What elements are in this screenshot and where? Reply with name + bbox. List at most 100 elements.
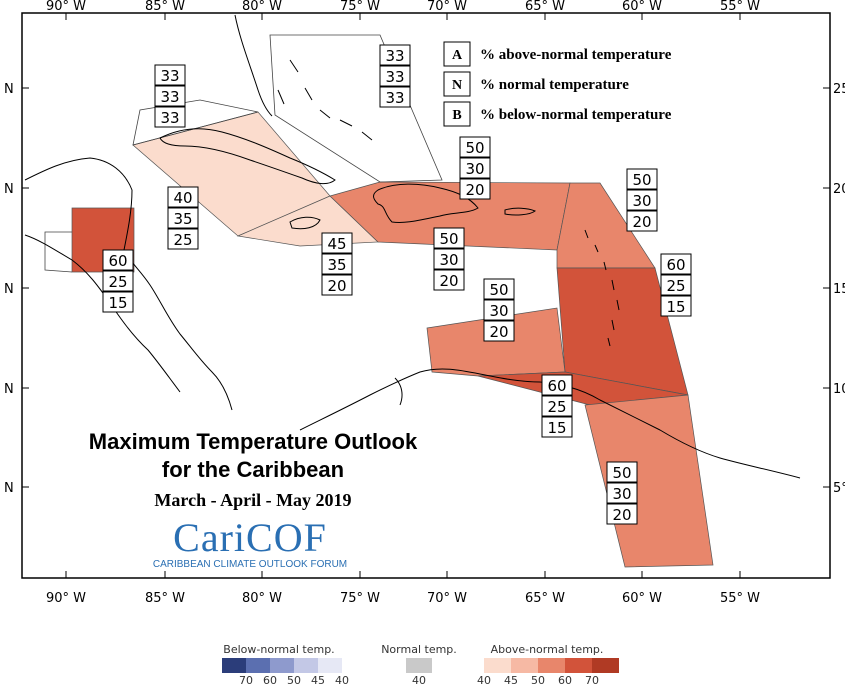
- lon-label: 65° W: [525, 591, 565, 606]
- prob-above: 50: [439, 230, 458, 248]
- prob-stack-bahamas: 33 33 33: [379, 44, 411, 108]
- lon-label: 80° W: [242, 0, 282, 14]
- key-box-n: [443, 71, 471, 97]
- scale-above-title: Above-normal temp.: [491, 643, 604, 656]
- prob-stack-abc: 50 30 20: [483, 278, 515, 342]
- lon-label: 60° W: [622, 0, 662, 14]
- prob-normal: 33: [160, 88, 179, 106]
- scale-tick: 45: [504, 674, 518, 684]
- prob-above: 60: [108, 252, 127, 270]
- prob-below: 15: [666, 298, 685, 316]
- lon-label: 90° W: [46, 0, 86, 14]
- lon-label: 65° W: [525, 0, 565, 14]
- cuba-coast: [159, 128, 336, 185]
- puerto-rico-coast: [504, 207, 536, 216]
- prob-below: 20: [465, 181, 484, 199]
- lon-labels-bottom: 90° W 85° W 80° W 75° W 70° W 65° W 60° …: [46, 591, 760, 606]
- lon-label: 70° W: [427, 591, 467, 606]
- lat-label-left: N: [4, 82, 14, 97]
- lon-label: 75° W: [340, 0, 380, 14]
- lon-label: 75° W: [340, 591, 380, 606]
- lon-label: 70° W: [427, 0, 467, 14]
- prob-above: 40: [173, 189, 192, 207]
- prob-above: 50: [465, 139, 484, 157]
- scale-tick: 60: [558, 674, 572, 684]
- key-text-b: % below-normal temperature: [480, 107, 672, 123]
- prob-above: 45: [327, 235, 346, 253]
- lat-label-right: 25: [833, 82, 845, 97]
- prob-stack-belize: 60 25 15: [102, 249, 134, 313]
- prob-normal: 30: [612, 485, 631, 503]
- swatch-below-60: [246, 658, 270, 673]
- lat-label-right: 5°: [833, 481, 845, 496]
- coastlines: [24, 14, 801, 479]
- prob-normal: 25: [547, 398, 566, 416]
- prob-below: 20: [327, 277, 346, 295]
- key-text-n: % normal temperature: [480, 77, 629, 93]
- key-letter-a: A: [452, 48, 463, 63]
- lon-label: 55° W: [720, 591, 760, 606]
- map-frame: [21, 12, 831, 579]
- prob-stack-cuba: 40 35 25: [167, 186, 199, 250]
- region-belize-outline: [44, 231, 73, 273]
- key-letter-n: N: [452, 78, 462, 93]
- prob-normal: 33: [385, 68, 404, 86]
- swatch-below-45: [294, 658, 318, 673]
- lon-labels-top: 90° W 85° W 80° W 75° W 70° W 65° W 60° …: [46, 0, 760, 14]
- bahamas-islands: [277, 59, 373, 141]
- prob-stack-trinidad: 60 25 15: [541, 374, 573, 438]
- prob-below: 25: [173, 231, 192, 249]
- swatch-above-50: [538, 658, 565, 673]
- florida-coast: [234, 14, 273, 117]
- lon-label: 85° W: [145, 0, 185, 14]
- lat-label-right: 20: [833, 182, 845, 197]
- prob-below: 33: [385, 89, 404, 107]
- jamaica-coast: [289, 216, 321, 230]
- lat-label-left: N: [4, 481, 14, 496]
- prob-stack-cayman: 33 33 33: [154, 64, 186, 128]
- swatch-above-45: [511, 658, 538, 673]
- key-text-a: % above-normal temperature: [480, 47, 672, 63]
- lat-labels: N N N N N 25 20 15 10 5°: [4, 82, 845, 496]
- swatch-normal: [406, 658, 432, 673]
- prob-normal: 25: [666, 277, 685, 295]
- prob-normal: 30: [439, 251, 458, 269]
- hispaniola-coast: [373, 183, 479, 223]
- map-title-line1: Maximum Temperature Outlook: [89, 429, 418, 454]
- prob-above: 50: [612, 464, 631, 482]
- swatch-above-60: [565, 658, 592, 673]
- swatch-below-50: [270, 658, 294, 673]
- scale-below-title: Below-normal temp.: [223, 643, 334, 656]
- scale-tick: 70: [585, 674, 599, 684]
- lon-label: 85° W: [145, 591, 185, 606]
- grid-ticks: [22, 13, 830, 578]
- prob-stack-guianas: 50 30 20: [606, 461, 638, 525]
- prob-above: 33: [160, 67, 179, 85]
- prob-normal: 25: [108, 273, 127, 291]
- prob-below: 15: [547, 419, 566, 437]
- lon-label: 55° W: [720, 0, 760, 14]
- lat-label-right: 10: [833, 382, 845, 397]
- logo-subtitle: CARIBBEAN CLIMATE OUTLOOK FORUM: [153, 559, 347, 570]
- region-cayman-outline: [132, 99, 259, 146]
- scale-tick: 50: [287, 674, 301, 684]
- scale-tick: 50: [531, 674, 545, 684]
- prob-above: 50: [489, 281, 508, 299]
- prob-normal: 35: [173, 210, 192, 228]
- lat-label-left: N: [4, 182, 14, 197]
- scale-tick: 70: [239, 674, 253, 684]
- color-scale-legend: Below-normal temp. 70 60 50 45 40 Normal…: [222, 643, 619, 684]
- prob-stack-hispaniola-south: 50 30 20: [433, 227, 465, 291]
- caricof-logo: CariCOF CARIBBEAN CLIMATE OUTLOOK FORUM: [153, 515, 347, 570]
- lesser-antilles: [584, 229, 620, 347]
- region-bahamas-outline: [269, 34, 443, 183]
- key-box-a: [443, 41, 471, 67]
- map-period: March - April - May 2019: [154, 490, 351, 510]
- lon-label: 60° W: [622, 591, 662, 606]
- prob-below: 20: [632, 213, 651, 231]
- lon-label: 80° W: [242, 591, 282, 606]
- anb-key: A % above-normal temperature N % normal …: [443, 41, 672, 127]
- swatch-below-40: [318, 658, 342, 673]
- swatch-above-70: [592, 658, 619, 673]
- prob-below: 20: [612, 506, 631, 524]
